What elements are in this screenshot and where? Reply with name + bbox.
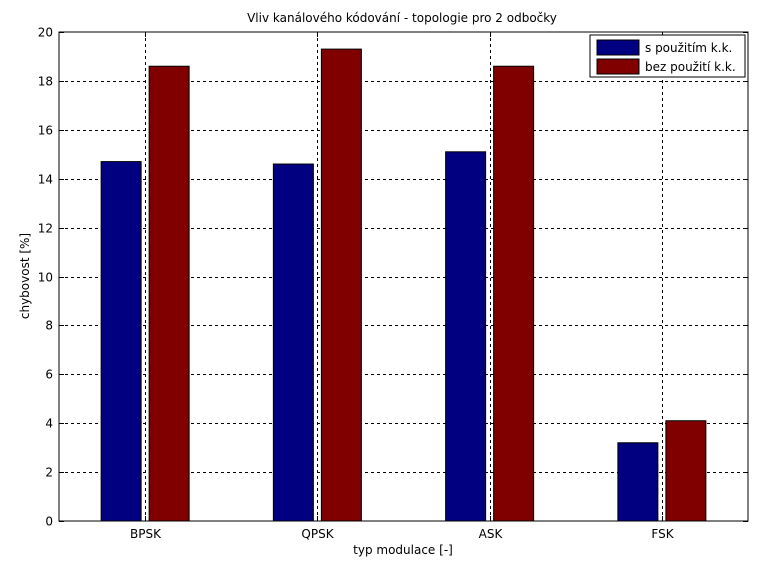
plot-frame (58, 31, 749, 522)
bar (665, 420, 707, 522)
y-tick-label: 4 (45, 417, 53, 431)
y-tick-label: 2 (45, 466, 53, 480)
y-tick-label: 10 (38, 271, 53, 285)
y-tick-label: 8 (45, 319, 53, 333)
bar (100, 161, 142, 522)
ticks (59, 32, 748, 522)
y-tick-label: 0 (45, 515, 53, 529)
y-tick-label: 18 (38, 75, 53, 89)
x-tick-label: QPSK (301, 527, 334, 541)
x-tick-label: BPSK (130, 527, 162, 541)
x-axis-label: typ modulace [-] (353, 543, 453, 557)
legend-swatch (596, 58, 640, 75)
chart-title: Vliv kanálového kódování - topologie pro… (247, 11, 557, 25)
y-tick-label: 16 (38, 124, 53, 138)
x-tick-label: FSK (651, 527, 674, 541)
y-tick-label: 14 (38, 173, 53, 187)
y-tick-label: 6 (45, 368, 53, 382)
bars (100, 48, 707, 522)
legend-swatch (596, 39, 640, 56)
bar (148, 65, 190, 522)
legend-entry: s použitím k.k. (645, 41, 732, 55)
y-tick-labels: 0 2 4 6 8 10 12 14 16 18 20 (38, 26, 53, 529)
y-axis-label: chybovost [%] (18, 233, 32, 319)
bar (320, 48, 362, 522)
x-tick-labels: BPSK QPSK ASK FSK (130, 527, 675, 541)
x-tick-label: ASK (479, 527, 504, 541)
legend-entry: bez použití k.k. (645, 60, 736, 74)
y-tick-label: 20 (38, 26, 53, 40)
bar (272, 163, 314, 522)
bar (493, 65, 535, 522)
bar (445, 151, 487, 522)
bar (617, 442, 659, 522)
y-tick-label: 12 (38, 222, 53, 236)
legend: s použitím k.k. bez použití k.k. (589, 34, 746, 78)
